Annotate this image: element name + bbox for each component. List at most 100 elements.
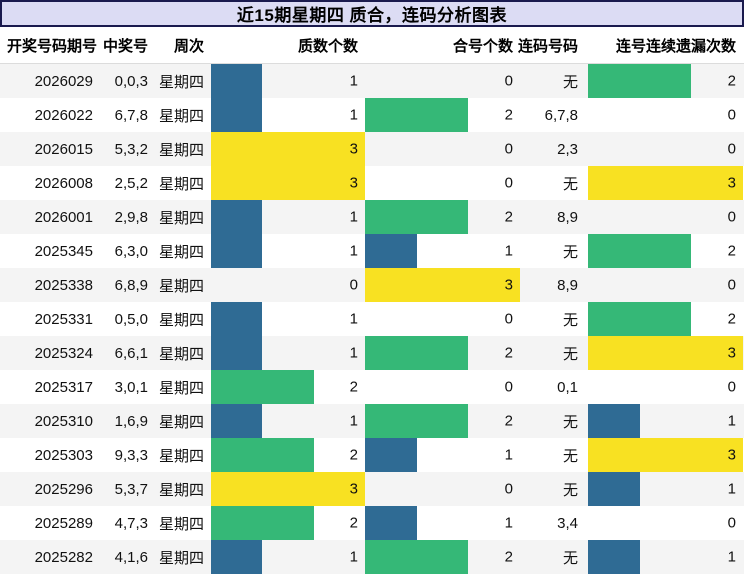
week-cell: 星期四	[158, 413, 204, 431]
consecutive-code-cell: 6,7,8	[544, 106, 578, 124]
prime-count-bar	[211, 302, 263, 336]
consecutive-code-cell: 0,1	[557, 378, 578, 396]
week-cell: 星期四	[158, 311, 204, 329]
prime-count: 3	[211, 132, 365, 166]
week-cell: 星期四	[158, 107, 204, 125]
table-row: 2026015 5,3,2 星期四 3 0 2,3 0	[0, 132, 744, 166]
winning-number-cell: 6,6,1	[114, 344, 148, 362]
composite-count-value: 2	[504, 106, 513, 124]
prime-count-bar	[211, 472, 365, 506]
miss-count-bar	[588, 472, 640, 506]
composite-count: 3	[365, 268, 520, 302]
miss-count-value: 0	[727, 514, 736, 532]
composite-count: 0	[365, 370, 520, 404]
composite-count-bar	[365, 540, 469, 574]
winning-number-cell: 1,6,9	[114, 412, 148, 430]
week-cell: 星期四	[158, 549, 204, 567]
table-row: 2025289 4,7,3 星期四 2 1 3,4 0	[0, 506, 744, 540]
composite-count: 2	[365, 404, 520, 438]
composite-count-bar	[365, 268, 520, 302]
miss-count: 0	[588, 268, 743, 302]
table-row: 2025303 9,3,3 星期四 2 1 无 3	[0, 438, 744, 472]
miss-count: 2	[588, 64, 743, 98]
composite-count: 0	[365, 472, 520, 506]
table-row: 2026029 0,0,3 星期四 1 0 无 2	[0, 64, 744, 98]
prime-count-bar	[211, 64, 263, 98]
period-cell: 2025338	[34, 276, 93, 294]
prime-count: 1	[211, 336, 365, 370]
header-prime-count-label: 质数个数	[297, 37, 358, 55]
prime-count-value: 2	[349, 514, 358, 532]
prime-count-value: 1	[349, 310, 358, 328]
header-composite-count-label: 合号个数	[452, 37, 513, 55]
winning-number-cell: 0,5,0	[114, 310, 148, 328]
winning-number-cell: 4,7,3	[114, 514, 148, 532]
consecutive-code-cell: 无	[562, 549, 578, 567]
miss-count: 0	[588, 370, 743, 404]
week-cell: 星期四	[158, 175, 204, 193]
table-row: 2025338 6,8,9 星期四 0 3 8,9 0	[0, 268, 744, 302]
week-cell: 星期四	[158, 447, 204, 465]
winning-number-cell: 0,0,3	[114, 72, 148, 90]
period-cell: 2025331	[34, 310, 93, 328]
miss-count-value: 2	[727, 72, 736, 90]
prime-count: 1	[211, 98, 365, 132]
table-row: 2025310 1,6,9 星期四 1 2 无 1	[0, 404, 744, 438]
week-cell: 星期四	[158, 481, 204, 499]
composite-count-bar	[365, 438, 417, 472]
header-composite-count: 合号个数	[365, 35, 520, 56]
miss-count: 1	[588, 472, 743, 506]
consecutive-code-cell: 无	[562, 447, 578, 465]
prime-count-bar	[211, 506, 314, 540]
prime-count-value: 3	[349, 480, 358, 498]
miss-count-value: 2	[727, 242, 736, 260]
table-row: 2025324 6,6,1 星期四 1 2 无 3	[0, 336, 744, 370]
composite-count-bar	[365, 506, 417, 540]
miss-count-value: 3	[727, 174, 736, 192]
week-cell: 星期四	[158, 209, 204, 227]
header-consecutive-code: 连码号码	[517, 37, 578, 55]
prime-count-bar	[211, 540, 263, 574]
period-cell: 2026029	[34, 72, 93, 90]
header-week: 周次	[173, 37, 204, 55]
composite-count: 1	[365, 234, 520, 268]
consecutive-code-cell: 2,3	[557, 140, 578, 158]
consecutive-code-cell: 无	[562, 413, 578, 431]
prime-count: 2	[211, 370, 365, 404]
miss-count: 0	[588, 132, 743, 166]
composite-count: 1	[365, 506, 520, 540]
week-cell: 星期四	[158, 379, 204, 397]
prime-count: 2	[211, 506, 365, 540]
period-cell: 2026015	[34, 140, 93, 158]
composite-count-value: 3	[504, 276, 513, 294]
prime-count: 3	[211, 166, 365, 200]
miss-count: 0	[588, 98, 743, 132]
prime-count: 2	[211, 438, 365, 472]
winning-number-cell: 6,8,9	[114, 276, 148, 294]
header-winning-number: 中奖号	[102, 37, 148, 55]
miss-count-value: 0	[727, 276, 736, 294]
composite-count-bar	[365, 336, 469, 370]
prime-count-value: 3	[349, 174, 358, 192]
period-cell: 2025282	[34, 548, 93, 566]
winning-number-cell: 9,3,3	[114, 446, 148, 464]
composite-count-value: 1	[504, 446, 513, 464]
composite-count: 1	[365, 438, 520, 472]
composite-count-bar	[365, 234, 417, 268]
miss-count-value: 0	[727, 378, 736, 396]
period-cell: 2026008	[34, 174, 93, 192]
prime-count-bar	[211, 404, 263, 438]
composite-count-value: 0	[504, 72, 513, 90]
prime-count-value: 1	[349, 106, 358, 124]
composite-count: 0	[365, 166, 520, 200]
winning-number-cell: 2,5,2	[114, 174, 148, 192]
miss-count: 3	[588, 438, 743, 472]
miss-count-value: 3	[727, 446, 736, 464]
composite-count-value: 2	[504, 548, 513, 566]
table-header: 开奖号码期号 中奖号 周次 质数个数 合号个数 连码号码 连号连续遗漏次数	[0, 27, 744, 63]
consecutive-code-cell: 8,9	[557, 208, 578, 226]
composite-count-value: 0	[504, 174, 513, 192]
composite-count-value: 2	[504, 412, 513, 430]
period-cell: 2026022	[34, 106, 93, 124]
